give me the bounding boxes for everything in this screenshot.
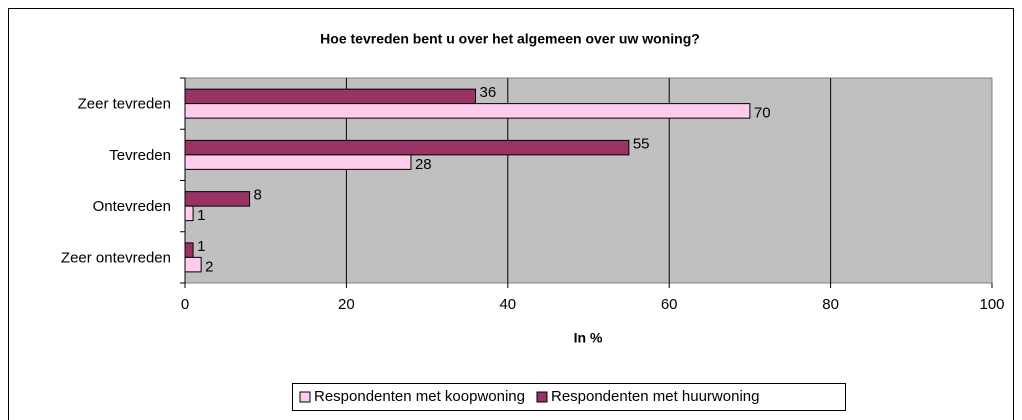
x-axis-label: In % (574, 330, 603, 346)
data-label: 1 (197, 207, 205, 224)
data-label: 1 (197, 238, 205, 255)
bar (184, 154, 412, 170)
data-label: 8 (254, 187, 262, 204)
data-label: 2 (205, 258, 213, 275)
bar (184, 242, 194, 258)
legend-box (292, 383, 846, 411)
chart-title: Hoe tevreden bent u over het algemeen ov… (320, 31, 700, 47)
legend-label: Respondenten met huurwoning (551, 388, 759, 405)
y-tick-label: Zeer ontevreden (61, 249, 171, 266)
bar (184, 256, 202, 273)
legend-swatch (536, 391, 548, 403)
x-tick-label: 0 (181, 296, 189, 313)
bar (184, 205, 194, 222)
x-tick-label: 60 (661, 296, 678, 313)
x-tick-label: 40 (499, 296, 516, 313)
x-tick-label: 100 (979, 296, 1004, 313)
bar (184, 103, 751, 119)
y-tick-label: Tevreden (109, 147, 171, 164)
bar (184, 191, 251, 207)
x-tick-label: 80 (822, 296, 839, 313)
legend-label: Respondenten met koopwoning (314, 388, 525, 405)
bar (184, 139, 630, 156)
legend-swatch (299, 391, 311, 403)
y-tick-label: Ontevreden (93, 198, 171, 215)
bar (184, 88, 477, 105)
data-label: 55 (633, 135, 650, 152)
data-label: 70 (754, 105, 771, 122)
data-label: 28 (415, 156, 432, 173)
y-tick-label: Zeer tevreden (78, 96, 171, 113)
data-label: 36 (480, 84, 497, 101)
x-tick-label: 20 (338, 296, 355, 313)
